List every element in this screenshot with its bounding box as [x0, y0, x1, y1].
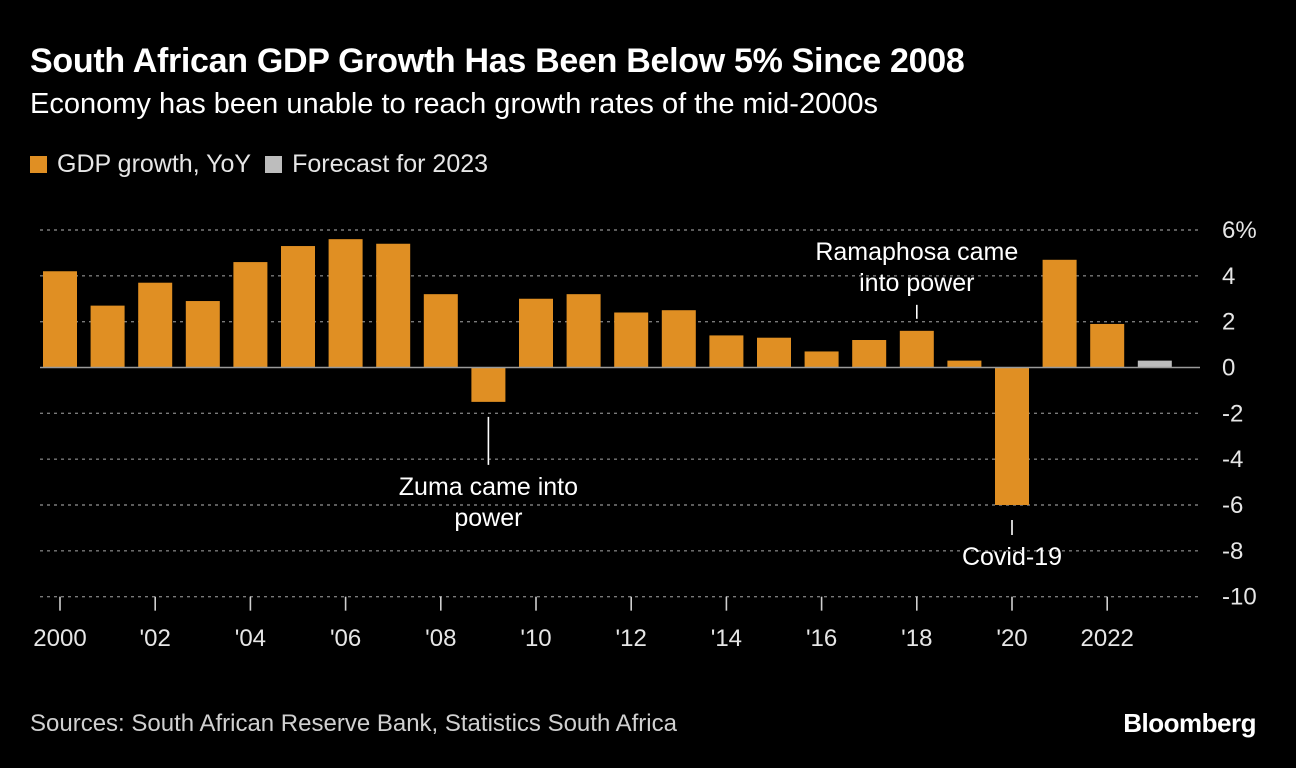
annotation-label: into power: [859, 269, 974, 297]
bar: [661, 310, 696, 368]
bar: [138, 282, 173, 368]
bar: [852, 340, 887, 368]
bar: [43, 271, 77, 368]
bar: [947, 360, 982, 368]
bar: [281, 246, 315, 368]
bar: [471, 367, 506, 402]
annotation-label: power: [454, 504, 522, 532]
y-tick-label: 6%: [1222, 217, 1257, 244]
annotation-label: Covid-19: [962, 543, 1062, 571]
x-tick-label: '14: [711, 625, 742, 652]
x-tick-label: '02: [140, 625, 171, 652]
y-tick-label: -6: [1222, 492, 1243, 519]
x-tick-label: '04: [235, 625, 266, 652]
bar: [995, 367, 1029, 505]
legend: GDP growth, YoY Forecast for 2023: [30, 150, 502, 179]
legend-label-gdp-growth: GDP growth, YoY: [57, 150, 252, 178]
y-tick-label: -10: [1222, 584, 1257, 611]
y-tick-label: -8: [1222, 538, 1243, 565]
bar: [1042, 259, 1077, 368]
legend-item-forecast: Forecast for 2023: [265, 150, 488, 179]
bar: [804, 351, 839, 368]
bar: [614, 312, 649, 368]
bar: [185, 301, 220, 368]
x-tick-label: 2022: [1081, 625, 1134, 652]
legend-label-forecast: Forecast for 2023: [292, 150, 489, 178]
x-tick-label: '10: [520, 625, 551, 652]
source-note: Sources: South African Reserve Bank, Sta…: [30, 710, 677, 737]
bloomberg-logo: Bloomberg: [1123, 708, 1256, 738]
x-tick-label: '16: [806, 625, 837, 652]
x-tick-label: '18: [901, 625, 932, 652]
bar: [899, 330, 934, 368]
y-tick-label: -2: [1222, 400, 1243, 427]
bar: [709, 335, 744, 368]
bar: [376, 243, 411, 368]
x-tick-label: '08: [425, 625, 456, 652]
bar: [757, 337, 791, 368]
x-tick-label: '06: [330, 625, 361, 652]
x-tick-label: '20: [996, 625, 1027, 652]
bar: [566, 294, 601, 368]
legend-swatch-forecast: [265, 156, 283, 173]
annotation-label: Zuma came into: [399, 473, 578, 501]
x-tick-label: '12: [616, 625, 647, 652]
chart-subtitle: Economy has been unable to reach growth …: [30, 88, 878, 120]
bar: [233, 262, 268, 368]
y-tick-label: -4: [1222, 446, 1243, 473]
y-tick-label: 0: [1222, 355, 1235, 382]
bar: [328, 239, 363, 368]
bar: [90, 305, 125, 368]
legend-item-gdp-growth: GDP growth, YoY: [30, 150, 251, 179]
bar: [519, 298, 553, 368]
chart-title: South African GDP Growth Has Been Below …: [30, 42, 965, 80]
y-tick-label: 4: [1222, 263, 1235, 290]
annotation-label: Ramaphosa came: [815, 238, 1018, 266]
forecast-bar: [1137, 360, 1172, 368]
y-tick-label: 2: [1222, 309, 1235, 336]
bar: [1090, 323, 1125, 368]
bar: [423, 294, 458, 368]
x-tick-label: 2000: [33, 625, 86, 652]
legend-swatch-gdp-growth: [30, 156, 47, 173]
